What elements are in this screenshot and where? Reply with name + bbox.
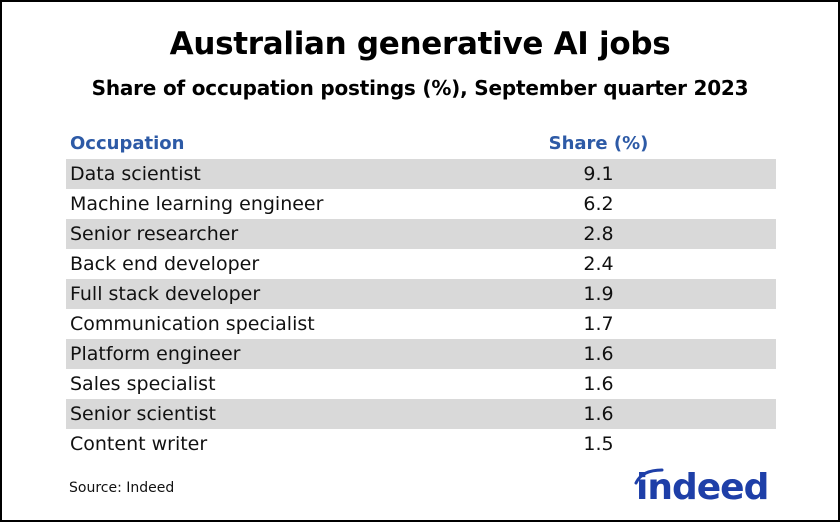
occupation-cell: Content writer [70,433,208,455]
table-row: Sales specialist 1.6 [66,369,776,399]
table-header: Occupation Share (%) [66,129,776,159]
table-row: Senior scientist 1.6 [66,399,776,429]
occupation-cell: Platform engineer [70,343,241,365]
table-row: Platform engineer 1.6 [66,339,776,369]
occupation-cell: Full stack developer [70,283,261,305]
table-row: Communication specialist 1.7 [66,309,776,339]
occupation-table: Occupation Share (%) Data scientist 9.1 … [66,129,776,459]
occupation-cell: Data scientist [70,163,201,185]
share-cell: 1.6 [583,403,614,425]
occupation-cell: Communication specialist [70,313,315,335]
table-row: Back end developer 2.4 [66,249,776,279]
column-header-share: Share (%) [548,133,649,154]
share-cell: 6.2 [583,193,614,215]
column-header-occupation: Occupation [70,133,185,154]
table-row: Content writer 1.5 [66,429,776,459]
occupation-cell: Senior researcher [70,223,239,245]
occupation-cell: Sales specialist [70,373,216,395]
source-note: Source: Indeed [69,480,175,496]
logo-text: indeed [636,467,769,508]
share-cell: 1.6 [583,373,614,395]
occupation-cell: Senior scientist [70,403,216,425]
share-cell: 1.6 [583,343,614,365]
table-row: Full stack developer 1.9 [66,279,776,309]
table-row: Data scientist 9.1 [66,159,776,189]
share-cell: 2.8 [583,223,614,245]
share-cell: 1.5 [583,433,614,455]
logo-arc-icon [634,468,664,485]
share-cell: 9.1 [583,163,614,185]
indeed-logo: indeed [630,464,780,510]
table-row: Senior researcher 2.8 [66,219,776,249]
table-row: Machine learning engineer 6.2 [66,189,776,219]
occupation-cell: Back end developer [70,253,260,275]
share-cell: 1.9 [583,283,614,305]
chart-subtitle: Share of occupation postings (%), Septem… [91,76,749,100]
share-cell: 1.7 [583,313,614,335]
share-cell: 2.4 [583,253,614,275]
occupation-cell: Machine learning engineer [70,193,324,215]
chart-title: Australian generative AI jobs [169,26,671,62]
